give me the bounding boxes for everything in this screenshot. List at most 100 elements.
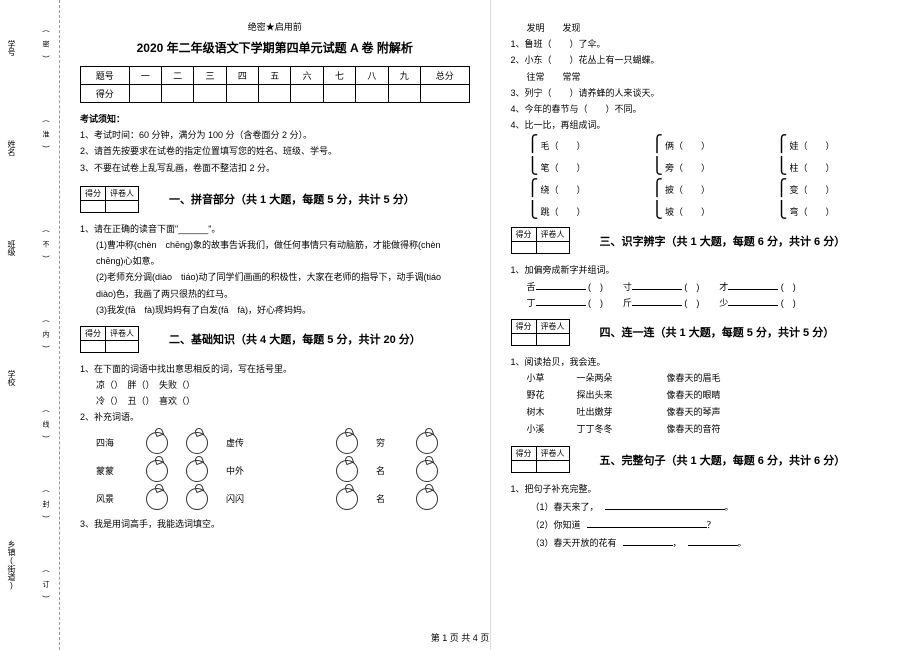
- idiom-text: 风景: [96, 491, 146, 507]
- match-list: 小草一朵两朵像春天的眉毛 野花探出头来像春天的眼睛 树木吐出嫩芽像春天的琴声 小…: [527, 370, 901, 438]
- grid-cell: [129, 85, 161, 103]
- section-header: 得分评卷人 三、识字辨字（共 1 大题，每题 6 分，共计 6 分）: [511, 227, 901, 254]
- apple-icon: [336, 432, 358, 454]
- grid-cell: 一: [129, 67, 161, 85]
- binding-label: 姓名: [6, 140, 17, 156]
- grid-cell: 五: [259, 67, 291, 85]
- apple-icon: [186, 460, 208, 482]
- blank-line: [623, 536, 673, 546]
- section-header: 得分评卷人 四、连一连（共 1 大题，每题 5 分，共计 5 分）: [511, 319, 901, 346]
- match-row: 树木吐出嫩芽像春天的琴声: [527, 404, 901, 421]
- grid-cell: 四: [226, 67, 258, 85]
- score-box: 得分评卷人: [80, 186, 139, 213]
- idiom-grid: 四海 虚传 穷 蒙蒙 中外 名 风景 闪闪: [96, 432, 470, 510]
- sentence-row: （2）你知道？: [531, 516, 901, 534]
- grid-cell: 八: [356, 67, 388, 85]
- question: 1、加偏旁成新字并组词。 舌 ( ) 寸 ( ) 才 ( ) 丁 ( ) 斤 (…: [511, 262, 901, 311]
- fill-item: 4、今年的春节与（ ）不同。: [511, 101, 901, 117]
- binding-mark: (订): [40, 570, 50, 606]
- apple-icon: [336, 488, 358, 510]
- binding-mark: (线): [40, 410, 50, 446]
- question-item: (1)曹冲称(chèn chēng)象的故事告诉我们，做任何事情只有动脑筋，才能…: [96, 237, 470, 269]
- brace-grid: ⎧毛（ ） ⎧俩（ ） ⎧娃（ ） ⎩笔（ ） ⎩旁（ ） ⎩柱（ ） ⎧绕（ …: [527, 137, 901, 219]
- idiom-text: 闪闪: [226, 491, 276, 507]
- apple-icon: [146, 460, 168, 482]
- section-title-text: 二、基础知识（共 4 大题，每题 5 分，共计 20 分）: [169, 331, 421, 347]
- question: 1、在下面的词语中找出意思相反的词，写在括号里。 凉（） 胖（） 失败（） 冷（…: [80, 361, 470, 532]
- blank-line: [605, 500, 725, 510]
- sentence-row: （1）春天来了，。: [531, 498, 901, 516]
- apple-icon: [416, 488, 438, 510]
- question-stem: 1、加偏旁成新字并组词。: [511, 262, 901, 278]
- idiom-text: 穷: [376, 435, 416, 451]
- binding-margin: 学号 姓名 班级 学校 乡镇(街道) (密) (准) (不) (内) (线) (…: [0, 0, 60, 650]
- question-stem: 4、比一比，再组成词。: [511, 117, 901, 133]
- secret-label: 绝密★启用前: [80, 20, 470, 33]
- right-column: 发明 发现 1、鲁班（ ）了伞。 2、小东（ ）花丛上有一只蝴蝶。 往常 常常 …: [490, 0, 920, 650]
- binding-label: 班级: [6, 240, 17, 256]
- score-box: 得分评卷人: [80, 326, 139, 353]
- instructions-block: 考试须知： 1、考试时间：60 分钟，满分为 100 分（含卷面分 2 分）。 …: [80, 111, 470, 176]
- binding-mark: (内): [40, 320, 50, 356]
- fill-item: 3、列宁（ ）请养蜂的人来谈天。: [511, 85, 901, 101]
- apple-icon: [146, 488, 168, 510]
- instructions-title: 考试须知：: [80, 111, 470, 127]
- section-title-text: 四、连一连（共 1 大题，每题 5 分，共计 5 分）: [600, 324, 835, 340]
- question-item: (3)我发(fā fà)现妈妈有了白发(fā fà)，好心疼妈妈。: [96, 302, 470, 318]
- section-title-text: 一、拼音部分（共 1 大题，每题 5 分，共计 5 分）: [169, 191, 415, 207]
- page-footer: 第 1 页 共 4 页: [0, 631, 920, 644]
- instruction-item: 2、请首先按要求在试卷的指定位置填写您的姓名、班级、学号。: [80, 143, 470, 159]
- left-column: 绝密★启用前 2020 年二年级语文下学期第四单元试题 A 卷 附解析 题号 一…: [60, 0, 490, 650]
- score-box: 得分评卷人: [511, 446, 570, 473]
- idiom-text: 蒙蒙: [96, 463, 146, 479]
- score-box: 得分评卷人: [511, 227, 570, 254]
- sentence-row: （3）春天开放的花有，。: [531, 534, 901, 552]
- idiom-text: 虚传: [226, 435, 276, 451]
- brace-icon: ⎧: [527, 137, 539, 153]
- match-row: 小溪丁丁冬冬像春天的音符: [527, 421, 901, 438]
- question: 1、把句子补充完整。 （1）春天来了，。 （2）你知道？ （3）春天开放的花有，…: [511, 481, 901, 551]
- section-header: 得分评卷人 二、基础知识（共 4 大题，每题 5 分，共计 20 分）: [80, 326, 470, 353]
- pair-row: 凉（） 胖（） 失败（）: [96, 377, 470, 393]
- instruction-item: 3、不要在试卷上乱写乱画，卷面不整洁扣 2 分。: [80, 160, 470, 176]
- binding-mark: (密): [40, 30, 50, 66]
- apple-icon: [416, 432, 438, 454]
- sentence-blanks: （1）春天来了，。 （2）你知道？ （3）春天开放的花有，。: [531, 498, 901, 552]
- question-stem: 1、把句子补充完整。: [511, 481, 901, 497]
- fill-item: 2、小东（ ）花丛上有一只蝴蝶。: [511, 52, 901, 68]
- binding-label: 乡镇(街道): [6, 540, 17, 590]
- question-stem: 1、阅读拾贝，我会连。: [511, 354, 901, 370]
- binding-mark: (不): [40, 230, 50, 266]
- score-box: 得分评卷人: [511, 319, 570, 346]
- table-row: 题号 一 二 三 四 五 六 七 八 九 总分: [81, 67, 470, 85]
- word-options: 往常 常常: [527, 69, 901, 85]
- binding-mark: (准): [40, 120, 50, 156]
- question-stem: 2、补充词语。: [80, 409, 470, 425]
- fill-item: 1、鲁班（ ）了伞。: [511, 36, 901, 52]
- word-options: 发明 发现: [527, 20, 901, 36]
- word-choice-block: 发明 发现 1、鲁班（ ）了伞。 2、小东（ ）花丛上有一只蝴蝶。 往常 常常 …: [511, 20, 901, 117]
- grid-cell: 二: [161, 67, 193, 85]
- idiom-text: 中外: [226, 463, 276, 479]
- grid-cell: 题号: [81, 67, 130, 85]
- grid-cell: 九: [388, 67, 420, 85]
- score-grid: 题号 一 二 三 四 五 六 七 八 九 总分 得分: [80, 66, 470, 103]
- table-row: 得分: [81, 85, 470, 103]
- apple-icon: [186, 432, 208, 454]
- apple-icon: [146, 432, 168, 454]
- section-header: 得分评卷人 一、拼音部分（共 1 大题，每题 5 分，共计 5 分）: [80, 186, 470, 213]
- grid-cell: 总分: [420, 67, 469, 85]
- section-header: 得分评卷人 五、完整句子（共 1 大题，每题 6 分，共计 6 分）: [511, 446, 901, 473]
- instruction-item: 1、考试时间：60 分钟，满分为 100 分（含卷面分 2 分）。: [80, 127, 470, 143]
- match-row: 小草一朵两朵像春天的眉毛: [527, 370, 901, 387]
- section-title-text: 五、完整句子（共 1 大题，每题 6 分，共计 6 分）: [600, 452, 846, 468]
- grid-cell: 得分: [81, 85, 130, 103]
- match-row: 野花探出头来像春天的眼睛: [527, 387, 901, 404]
- apple-icon: [416, 460, 438, 482]
- pair-row: 冷（） 丑（） 喜欢（）: [96, 393, 470, 409]
- question-item: (2)老师充分调(diào tiáo)动了同学们画画的积极性，大家在老师的指导下…: [96, 269, 470, 301]
- question-stem: 3、我是用词高手，我能选词填空。: [80, 516, 470, 532]
- idiom-text: 名: [376, 463, 416, 479]
- question-stem: 1、在下面的词语中找出意思相反的词，写在括号里。: [80, 361, 470, 377]
- section-title-text: 三、识字辨字（共 1 大题，每题 6 分，共计 6 分）: [600, 233, 846, 249]
